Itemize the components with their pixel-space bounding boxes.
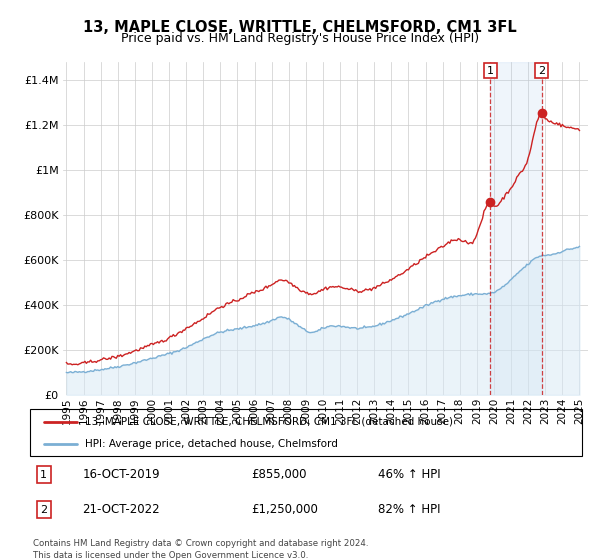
Text: Price paid vs. HM Land Registry's House Price Index (HPI): Price paid vs. HM Land Registry's House … [121, 32, 479, 45]
Text: 16-OCT-2019: 16-OCT-2019 [82, 468, 160, 481]
Bar [490, 62, 542, 395]
Text: HPI: Average price, detached house, Chelmsford: HPI: Average price, detached house, Chel… [85, 438, 338, 449]
Text: 13, MAPLE CLOSE, WRITTLE, CHELMSFORD, CM1 3FL (detached house): 13, MAPLE CLOSE, WRITTLE, CHELMSFORD, CM… [85, 417, 453, 427]
Text: 2: 2 [538, 66, 545, 76]
Text: 1: 1 [40, 470, 47, 479]
Text: Contains HM Land Registry data © Crown copyright and database right 2024.
This d: Contains HM Land Registry data © Crown c… [33, 539, 368, 560]
Text: 2: 2 [40, 505, 47, 515]
Text: 82% ↑ HPI: 82% ↑ HPI [378, 503, 440, 516]
Text: 13, MAPLE CLOSE, WRITTLE, CHELMSFORD, CM1 3FL: 13, MAPLE CLOSE, WRITTLE, CHELMSFORD, CM… [83, 20, 517, 35]
Text: 1: 1 [487, 66, 494, 76]
Text: £1,250,000: £1,250,000 [251, 503, 317, 516]
Text: £855,000: £855,000 [251, 468, 307, 481]
Text: 46% ↑ HPI: 46% ↑ HPI [378, 468, 440, 481]
Text: 21-OCT-2022: 21-OCT-2022 [82, 503, 160, 516]
